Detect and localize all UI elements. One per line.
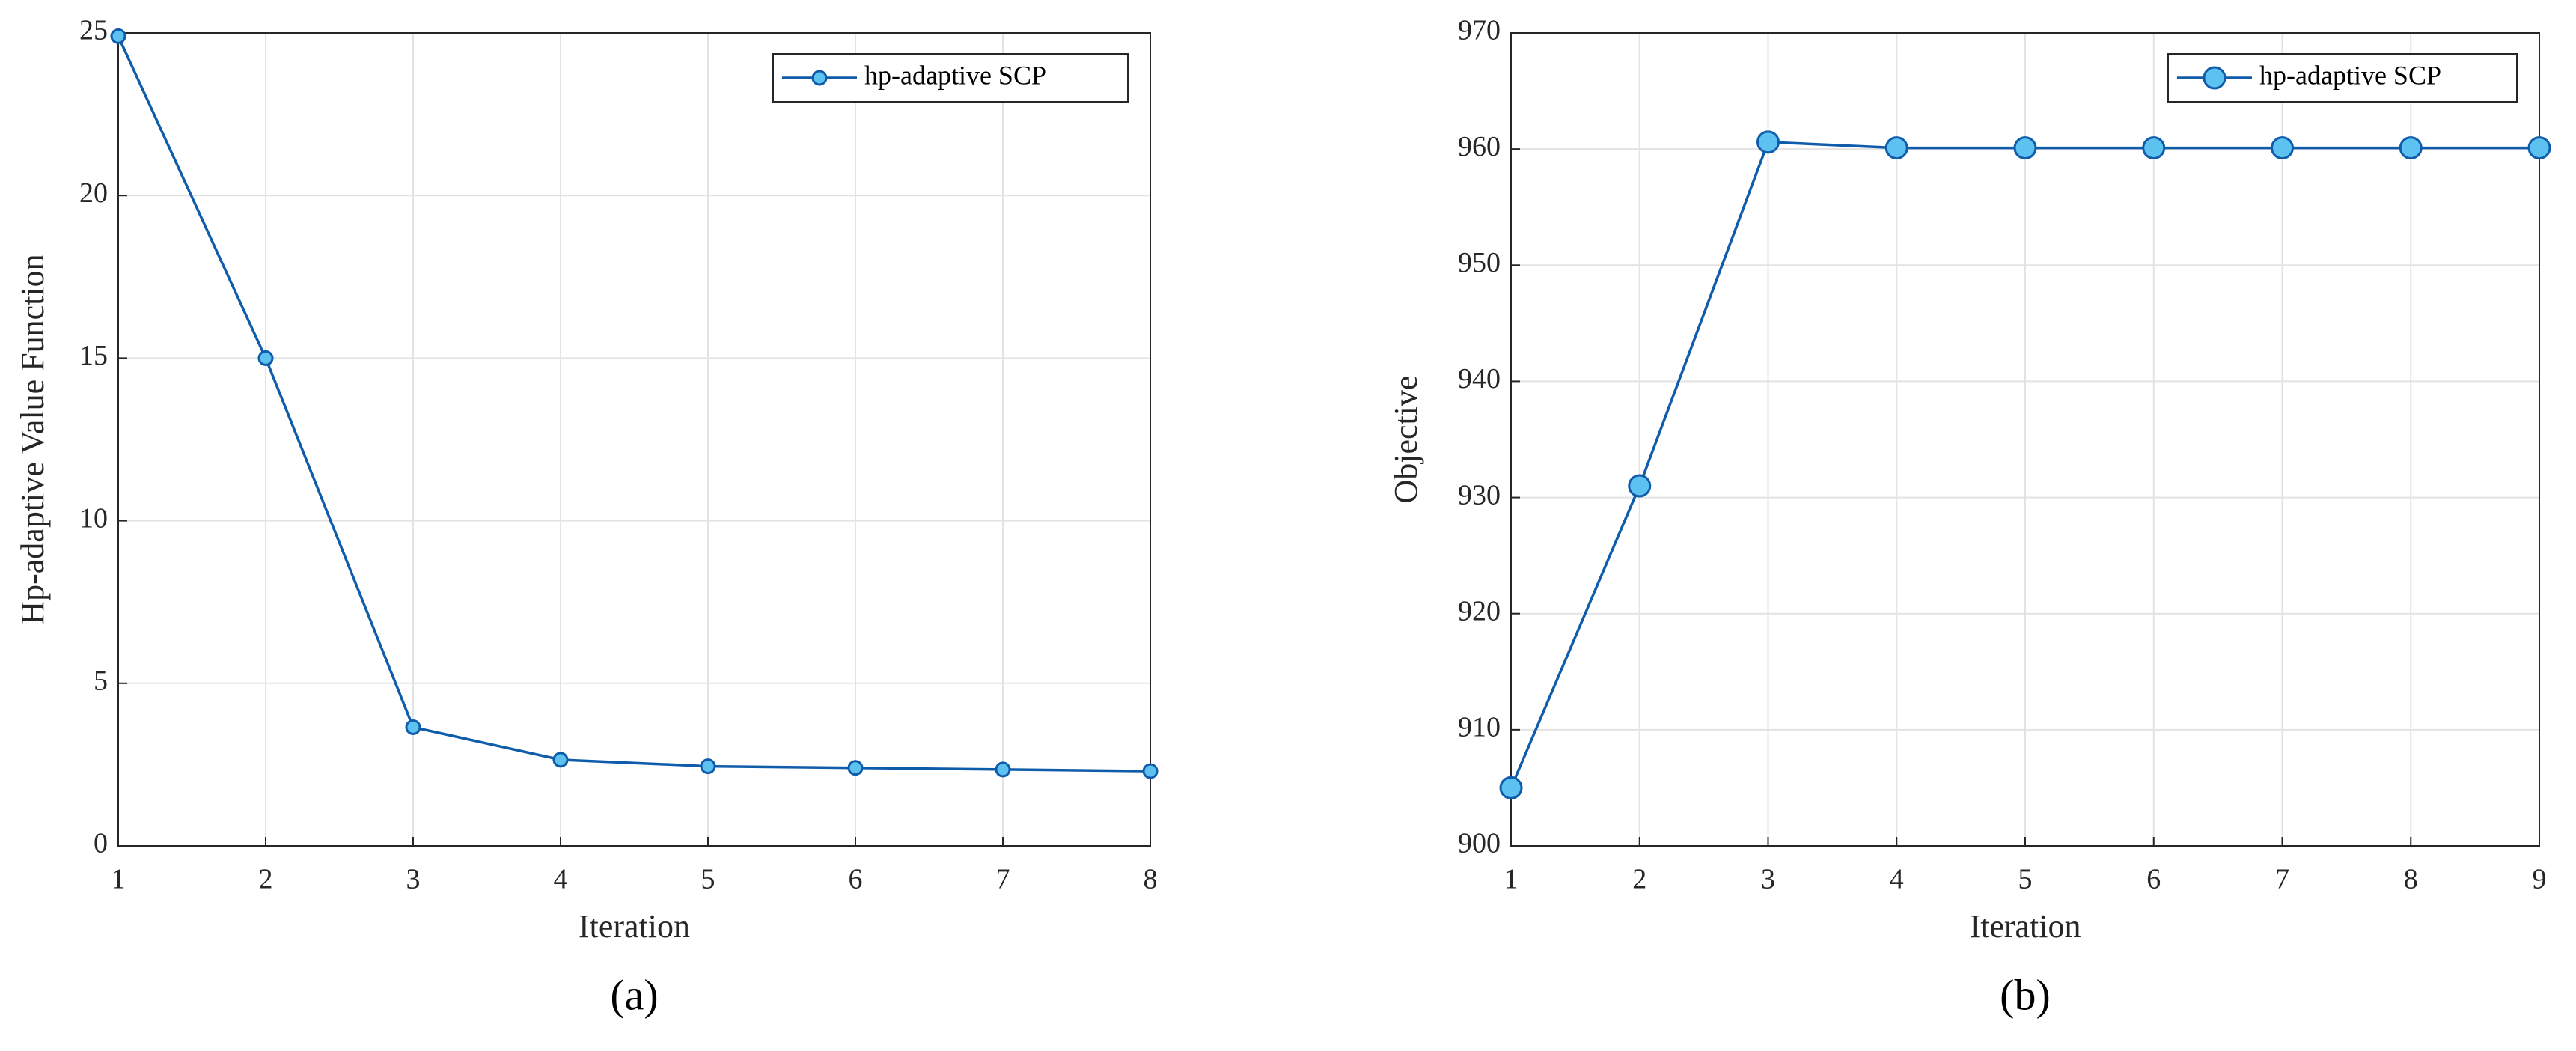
x-tick-label: 3	[406, 864, 421, 895]
y-tick-label: 920	[1458, 595, 1501, 627]
x-tick-label: 5	[701, 864, 715, 895]
x-axis-label: Iteration	[1969, 908, 2081, 945]
legend: hp-adaptive SCP	[2167, 53, 2518, 103]
y-tick-label: 15	[79, 340, 108, 371]
chart-panel: 0 5 10 15 20 25 1 2 3 4 5 6 7 8 Iteration Hp-adaptive V…	[14, 15, 1159, 1019]
data-point	[2142, 136, 2166, 160]
x-tick-label: 1	[112, 864, 126, 895]
y-tick-label: 970	[1458, 15, 1501, 46]
x-tick-label: 2	[1632, 864, 1646, 895]
legend-label: hp-adaptive SCP	[2259, 60, 2441, 90]
data-point	[1142, 763, 1159, 779]
x-tick-label: 2	[259, 864, 273, 895]
data-point	[110, 28, 126, 44]
caption: (a)	[610, 970, 658, 1019]
y-axis-label: Hp-adaptive Value Function	[14, 254, 51, 624]
data-point	[995, 761, 1011, 778]
data-point	[847, 760, 864, 776]
x-tick-label: 8	[2404, 864, 2418, 895]
legend-marker	[811, 70, 828, 86]
x-tick-label: 7	[996, 864, 1010, 895]
legend: hp-adaptive SCP	[772, 53, 1129, 103]
x-tick-label: 4	[554, 864, 568, 895]
plot-area	[118, 33, 1150, 846]
y-tick-label: 5	[94, 665, 108, 697]
y-axis-label: Objective	[1388, 375, 1424, 503]
x-tick-label: 1	[1504, 864, 1519, 895]
data-point	[552, 752, 569, 768]
x-tick-label: 3	[1761, 864, 1775, 895]
plot-frame	[117, 32, 1151, 847]
x-tick-label: 4	[1890, 864, 1904, 895]
data-line	[117, 35, 1151, 773]
data-point	[405, 719, 421, 735]
x-tick-label: 6	[849, 864, 863, 895]
data-point	[2527, 136, 2551, 160]
y-tick-label: 910	[1458, 712, 1501, 743]
y-tick-label: 10	[79, 502, 108, 534]
data-point	[257, 350, 274, 366]
plot-frame	[1510, 32, 2540, 847]
caption: (b)	[2000, 970, 2051, 1019]
x-tick-label: 5	[2018, 864, 2033, 895]
data-point	[2013, 136, 2037, 160]
y-tick-label: 20	[79, 177, 108, 209]
data-point	[1499, 776, 1523, 799]
x-tick-label: 8	[1144, 864, 1158, 895]
data-point	[1884, 136, 1908, 160]
y-tick-label: 960	[1458, 131, 1501, 162]
x-tick-label: 7	[2275, 864, 2289, 895]
y-tick-label: 25	[79, 15, 108, 46]
y-tick-label: 950	[1458, 247, 1501, 278]
y-tick-label: 900	[1458, 828, 1501, 859]
data-point	[1756, 130, 1780, 154]
legend-label: hp-adaptive SCP	[864, 60, 1046, 90]
x-tick-label: 9	[2533, 864, 2547, 895]
x-axis-label: Iteration	[579, 908, 690, 945]
y-tick-label: 930	[1458, 479, 1501, 511]
legend-marker	[2203, 66, 2226, 90]
x-tick-label: 6	[2146, 864, 2161, 895]
chart-panel: 900 910 920 930 940 950 960 970 1 2 3 4 5 6 7 8 9 Iterati…	[1388, 15, 2551, 1019]
y-tick-label: 940	[1458, 363, 1501, 394]
data-point	[2399, 136, 2423, 160]
y-tick-label: 0	[94, 828, 108, 859]
data-point	[1628, 474, 1652, 498]
data-point	[700, 758, 716, 775]
data-point	[2271, 136, 2294, 160]
